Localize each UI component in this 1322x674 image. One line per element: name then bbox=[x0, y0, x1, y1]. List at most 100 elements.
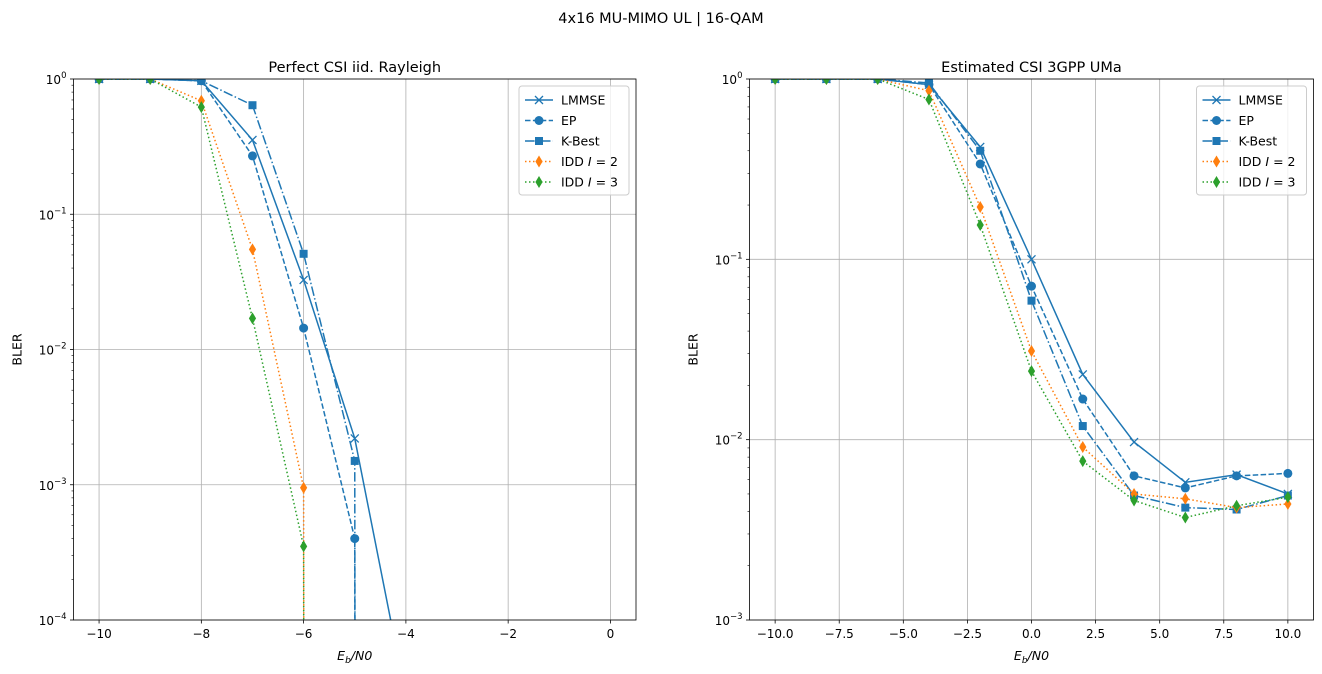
data-point bbox=[1181, 503, 1190, 512]
data-point bbox=[146, 79, 154, 85]
axes-frame bbox=[73, 78, 637, 621]
x-tick-label: −5.0 bbox=[889, 627, 918, 641]
x-tick-label: 2.5 bbox=[1086, 627, 1105, 641]
data-point bbox=[1079, 441, 1087, 454]
x-tick-label: 7.5 bbox=[1214, 627, 1233, 641]
legend-item: IDD I = 3 bbox=[1202, 175, 1296, 190]
series-line bbox=[775, 79, 1289, 511]
legend: LMMSE EP K-Best IDD I = 2 IDD I = 3 bbox=[1196, 85, 1307, 196]
legend-marker bbox=[535, 176, 543, 188]
plot-area bbox=[94, 79, 392, 620]
legend-label: K-Best bbox=[1239, 134, 1278, 149]
data-point bbox=[874, 79, 882, 85]
legend-item: K-Best bbox=[525, 134, 600, 149]
legend-marker bbox=[1212, 95, 1221, 105]
data-point bbox=[300, 481, 308, 494]
data-point bbox=[299, 249, 308, 258]
series-line bbox=[99, 79, 356, 620]
legend-label: EP bbox=[561, 113, 577, 128]
y-tick-label: 10−3 bbox=[39, 477, 67, 493]
x-tick-label: −7.5 bbox=[825, 627, 854, 641]
axes-frame bbox=[749, 78, 1314, 621]
data-point bbox=[248, 101, 257, 110]
data-point bbox=[976, 146, 985, 155]
data-point bbox=[1027, 254, 1036, 264]
y-tick-label: 10−4 bbox=[39, 612, 67, 628]
x-tick-label: 10.0 bbox=[1275, 627, 1302, 641]
data-point bbox=[1232, 499, 1241, 512]
data-point bbox=[197, 94, 205, 107]
data-point bbox=[95, 79, 103, 85]
legend-label: LMMSE bbox=[1239, 93, 1283, 108]
data-point bbox=[248, 243, 257, 256]
legend-label: EP bbox=[1239, 113, 1255, 128]
series-line bbox=[99, 79, 305, 620]
series-idd-i-3 bbox=[95, 79, 308, 620]
data-point bbox=[1130, 487, 1138, 500]
legend-label: IDD I = 2 bbox=[1239, 154, 1296, 169]
y-axis-label: BLER bbox=[686, 333, 701, 365]
data-point bbox=[925, 93, 933, 106]
legend-marker bbox=[1212, 116, 1221, 125]
y-tick-label: 10−1 bbox=[715, 251, 743, 267]
x-tick-label: 0 bbox=[607, 627, 615, 641]
y-tick-label: 10−2 bbox=[715, 432, 743, 448]
data-point bbox=[299, 275, 309, 285]
subplot-1: −10 −8 −6 −4 −2 0 10−4 10−3 10−2 10−1 100 Perfect C… bbox=[10, 60, 637, 666]
data-point bbox=[248, 135, 257, 145]
legend-item: IDD I = 2 bbox=[1202, 154, 1296, 169]
legend-marker bbox=[534, 95, 544, 105]
series-k-best bbox=[95, 79, 359, 620]
legend-item: EP bbox=[525, 113, 577, 128]
x-tick-label: 0.0 bbox=[1022, 627, 1041, 641]
subplot-title: Perfect CSI iid. Rayleigh bbox=[268, 60, 441, 76]
legend-label: LMMSE bbox=[561, 93, 605, 108]
legend-marker bbox=[1212, 137, 1221, 145]
data-point bbox=[1078, 394, 1088, 404]
x-tick-label: 5.0 bbox=[1150, 627, 1169, 641]
legend-frame bbox=[518, 85, 630, 196]
data-point bbox=[1181, 492, 1189, 505]
x-tick-label: −2 bbox=[499, 627, 517, 641]
series-ep bbox=[94, 79, 360, 620]
legend-frame bbox=[1196, 85, 1307, 196]
x-axis-label: Eb/N0 bbox=[1014, 648, 1049, 666]
data-point bbox=[1078, 369, 1088, 379]
data-point bbox=[1078, 422, 1087, 431]
data-point bbox=[248, 312, 257, 325]
data-point bbox=[350, 456, 359, 465]
legend-item: IDD I = 3 bbox=[525, 175, 618, 190]
data-point bbox=[1232, 471, 1242, 481]
legend-label: K-Best bbox=[561, 134, 600, 149]
legend: LMMSE EP K-Best IDD I = 2 IDD I = 3 bbox=[518, 85, 630, 196]
subplot-2: −10.0 −7.5 −5.0 −2.5 0.0 2.5 5.0 7.5 10.0 10−3 10−… bbox=[686, 60, 1314, 666]
y-tick-label: 10−3 bbox=[715, 612, 743, 628]
y-axis-label: BLER bbox=[10, 333, 25, 365]
legend-marker bbox=[534, 116, 544, 125]
data-point bbox=[976, 201, 984, 214]
y-tick-label: 10−2 bbox=[39, 342, 67, 358]
data-point bbox=[1027, 281, 1036, 291]
x-tick-label: −6 bbox=[295, 627, 313, 641]
legend-label: IDD I = 3 bbox=[561, 175, 618, 190]
y-tick-label: 10−1 bbox=[39, 206, 67, 222]
data-point bbox=[299, 323, 309, 333]
data-point bbox=[975, 159, 985, 169]
series-line bbox=[99, 79, 356, 620]
data-point bbox=[1027, 365, 1036, 378]
data-point bbox=[1027, 345, 1036, 358]
data-point bbox=[197, 101, 205, 114]
x-tick-label: −2.5 bbox=[953, 627, 982, 641]
legend-item: LMMSE bbox=[525, 93, 605, 108]
data-point bbox=[1079, 455, 1087, 468]
legend-label: IDD I = 3 bbox=[1239, 175, 1296, 190]
data-point bbox=[1129, 437, 1139, 447]
data-point bbox=[925, 84, 933, 97]
legend-label: IDD I = 2 bbox=[561, 154, 618, 169]
y-tick-label: 100 bbox=[46, 71, 67, 87]
data-point bbox=[1129, 471, 1139, 481]
legend-item: K-Best bbox=[1202, 134, 1278, 149]
data-point bbox=[1283, 468, 1293, 478]
data-point bbox=[771, 79, 779, 85]
data-point bbox=[822, 79, 831, 85]
